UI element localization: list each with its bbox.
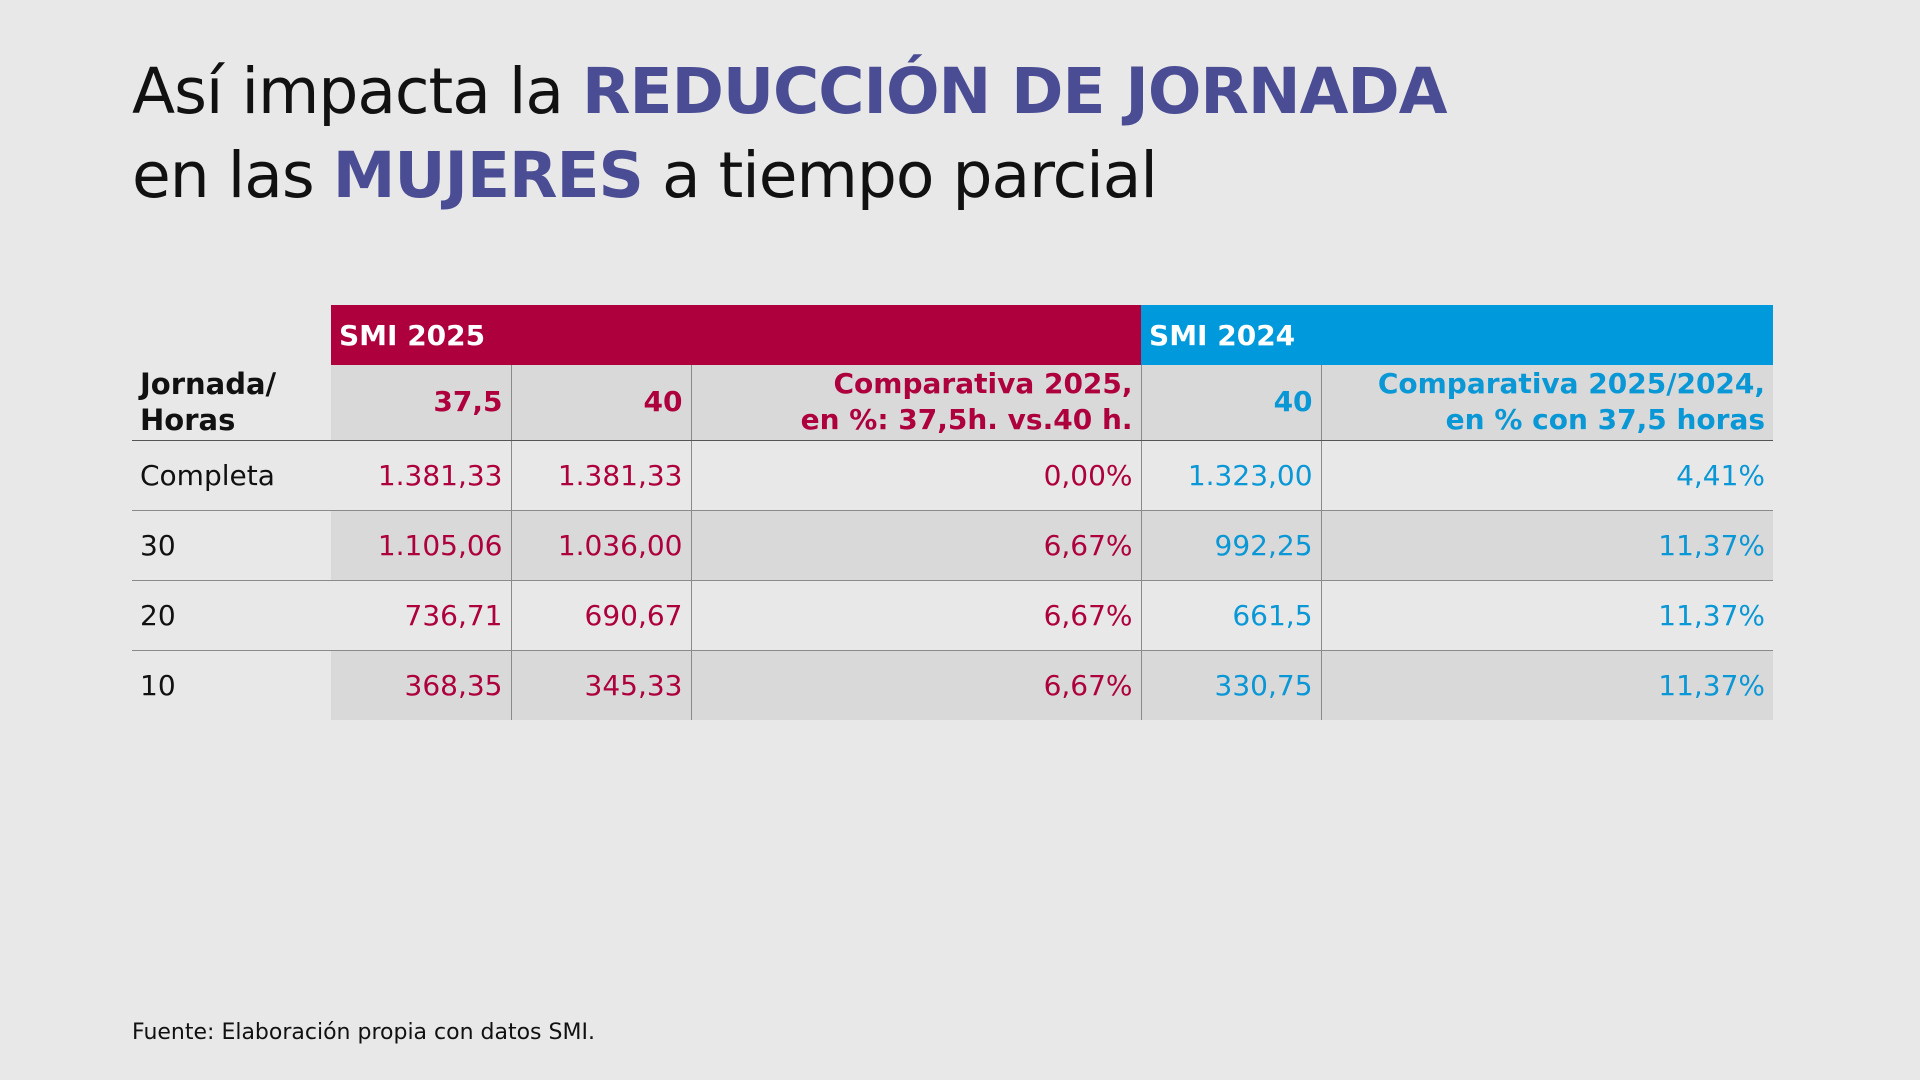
- row-label: 10: [140, 668, 176, 702]
- smi-comparison-table: SMI 2025 SMI 2024 Jornada/ Horas 37,5 40…: [132, 305, 1774, 720]
- table-row-30: 30 1.105,06 1.036,00 6,67% 992,25 11,37%: [132, 510, 1774, 581]
- page-title: Así impacta la REDUCCIÓN DE JORNADA en l…: [132, 50, 1447, 218]
- cell-comparativa-2025: 6,67%: [690, 580, 1142, 651]
- title-highlight-reduccion: REDUCCIÓN DE JORNADA: [582, 55, 1447, 128]
- column-header-jornada: Jornada/ Horas: [132, 365, 331, 441]
- source-note: Fuente: Elaboración propia con datos SMI…: [132, 1020, 595, 1045]
- cell-2025-40: 1.036,00: [510, 510, 691, 581]
- table-row-10: 10 368,35 345,33 6,67% 330,75 11,37%: [132, 650, 1774, 720]
- cell-comparativa-2025: 0,00%: [690, 440, 1142, 511]
- table-row-20: 20 736,71 690,67 6,67% 661,5 11,37%: [132, 580, 1774, 651]
- row-label: 20: [132, 580, 331, 651]
- title-line-2: en las MUJERES a tiempo parcial: [132, 139, 1158, 212]
- row-label: Completa: [132, 440, 331, 511]
- title-highlight-mujeres: MUJERES: [332, 139, 644, 212]
- cell-comparativa-2025-2024: 11,37%: [1320, 580, 1774, 651]
- cell-2024-40: 661,5: [1140, 580, 1322, 651]
- cell-comparativa-2025: 6,67%: [690, 510, 1142, 581]
- cell-2025-37-5: 1.105,06: [331, 510, 511, 581]
- column-header-row: Jornada/ Horas 37,5 40 Comparativa 2025,…: [132, 365, 1774, 441]
- group-header-smi-2024: SMI 2024: [1141, 305, 1774, 365]
- group-header-row: SMI 2025 SMI 2024: [132, 305, 1774, 365]
- cell-2024-40: 992,25: [1140, 510, 1322, 581]
- column-header-comparativa-2025-2024: Comparativa 2025/2024, en % con 37,5 hor…: [1320, 365, 1774, 441]
- table-row-completa: Completa 1.381,33 1.381,33 0,00% 1.323,0…: [132, 440, 1774, 511]
- column-header-jornada-line-1: Jornada/: [140, 367, 277, 402]
- column-header-comparativa-2025-line-1: Comparativa 2025,: [833, 367, 1133, 401]
- column-header-comparativa-2025-line-2: en %: 37,5h. vs.40 h.: [800, 403, 1133, 437]
- cell-2025-37-5: 1.381,33: [331, 440, 511, 511]
- title-line-1: Así impacta la REDUCCIÓN DE JORNADA: [132, 55, 1447, 128]
- group-header-smi-2025: SMI 2025: [331, 305, 1142, 365]
- cell-2025-37-5: 736,71: [331, 580, 511, 651]
- cell-2025-37-5: 368,35: [331, 650, 511, 720]
- title-prefix-1: Así impacta la: [132, 55, 583, 128]
- cell-2024-40: 330,75: [1140, 650, 1322, 720]
- cell-2025-40: 1.381,33: [510, 440, 691, 511]
- column-header-2024-40: 40: [1140, 365, 1322, 441]
- column-header-2025-37-5: 37,5: [331, 365, 511, 441]
- column-header-comparativa-2025-2024-line-2: en % con 37,5 horas: [1445, 403, 1766, 437]
- group-header-blank: [132, 305, 331, 365]
- title-prefix-2: en las: [132, 139, 333, 212]
- cell-2025-40: 345,33: [510, 650, 691, 720]
- row-label: 30: [132, 510, 331, 581]
- column-header-jornada-line-2: Horas: [140, 403, 236, 438]
- cell-2024-40: 1.323,00: [1140, 440, 1322, 511]
- cell-comparativa-2025-2024: 11,37%: [1320, 510, 1774, 581]
- cell-comparativa-2025: 6,67%: [690, 650, 1142, 720]
- cell-comparativa-2025-2024: 11,37%: [1320, 650, 1774, 720]
- column-header-2025-40: 40: [510, 365, 691, 441]
- table-body: Completa 1.381,33 1.381,33 0,00% 1.323,0…: [132, 440, 1774, 720]
- title-suffix-2: a tiempo parcial: [642, 139, 1158, 212]
- column-header-comparativa-2025: Comparativa 2025, en %: 37,5h. vs.40 h.: [690, 365, 1142, 441]
- column-header-comparativa-2025-2024-line-1: Comparativa 2025/2024,: [1377, 367, 1766, 401]
- cell-2025-40: 690,67: [510, 580, 691, 651]
- cell-comparativa-2025-2024: 4,41%: [1320, 440, 1774, 511]
